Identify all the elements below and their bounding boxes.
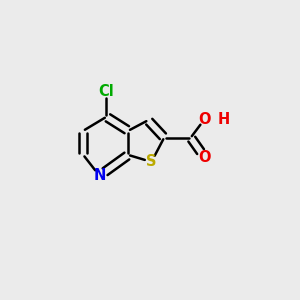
- Text: S: S: [146, 154, 157, 169]
- Text: H: H: [217, 112, 230, 127]
- Text: O: O: [198, 112, 211, 127]
- Text: O: O: [198, 150, 211, 165]
- Text: Cl: Cl: [98, 84, 114, 99]
- Text: N: N: [93, 168, 106, 183]
